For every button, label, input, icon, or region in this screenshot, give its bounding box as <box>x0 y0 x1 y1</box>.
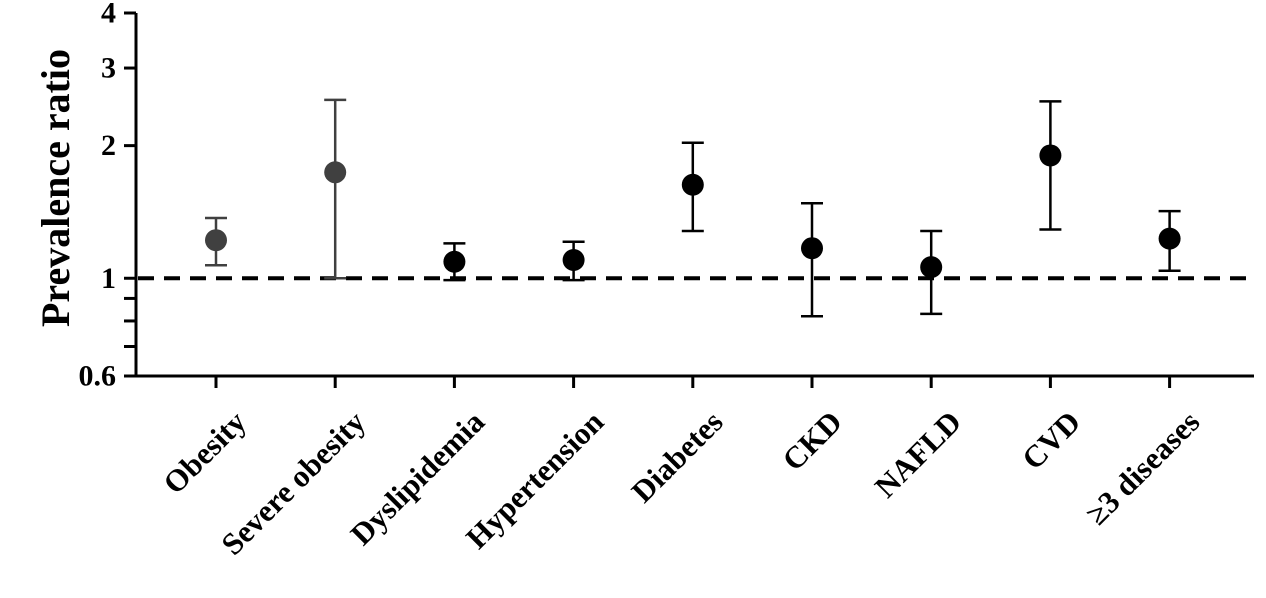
data-point <box>681 173 704 196</box>
y-tick-label: 0.6 <box>79 360 117 393</box>
y-tick-label: 4 <box>101 0 116 30</box>
y-axis-label: Prevalence ratio <box>33 49 78 327</box>
data-point <box>1039 144 1062 167</box>
x-category-label: ≥3 diseases <box>1079 404 1207 532</box>
data-points <box>205 144 1181 279</box>
x-category-label: Obesity <box>156 404 253 501</box>
data-point <box>801 237 823 260</box>
y-tick-label: 1 <box>101 262 116 295</box>
y-tick-labels: 0.6 1 2 3 4 <box>79 0 117 393</box>
data-point <box>324 161 347 184</box>
data-point <box>920 256 943 279</box>
error-bars <box>205 98 1181 318</box>
data-point <box>1158 227 1181 250</box>
data-point <box>443 250 466 273</box>
data-point <box>562 249 585 272</box>
y-tick-label: 3 <box>101 52 116 85</box>
x-category-label: Diabetes <box>624 404 729 509</box>
axes <box>124 11 1254 388</box>
x-category-label: CKD <box>775 404 848 477</box>
y-tick-label: 2 <box>101 129 116 162</box>
x-category-label: NAFLD <box>868 404 968 504</box>
x-category-label: CVD <box>1015 404 1087 476</box>
data-point <box>205 229 227 252</box>
